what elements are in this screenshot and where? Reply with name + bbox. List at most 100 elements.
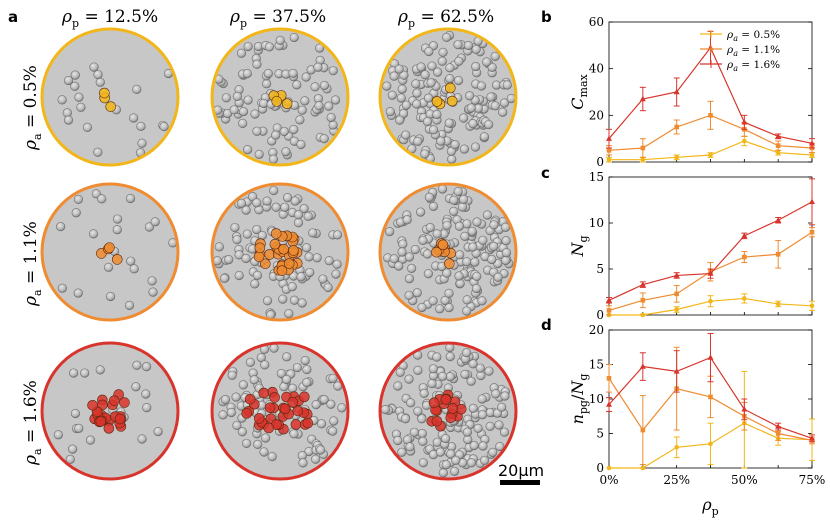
- passive-cell: [63, 75, 74, 86]
- passive-cell: [150, 217, 160, 227]
- legend-label: ρa = 0.5%: [726, 29, 780, 43]
- passive-cell: [328, 66, 338, 76]
- passive-cell: [85, 435, 96, 445]
- passive-cell: [479, 132, 490, 142]
- passive-cell: [324, 101, 334, 111]
- passive-cell: [498, 107, 508, 117]
- passive-cell: [484, 366, 494, 376]
- data-point: [674, 307, 679, 312]
- y-tick-label: 15: [589, 170, 604, 184]
- active-cell: [99, 87, 110, 99]
- active-cell: [95, 416, 107, 427]
- passive-cell: [459, 194, 469, 204]
- data-point: [673, 368, 680, 374]
- passive-cell: [467, 226, 477, 236]
- passive-cell: [413, 406, 423, 416]
- passive-cell: [385, 107, 395, 117]
- passive-cell: [332, 230, 343, 240]
- series-3: [606, 178, 815, 304]
- passive-cell: [56, 222, 66, 232]
- passive-cell: [395, 115, 405, 125]
- data-point: [775, 133, 782, 139]
- passive-cell: [382, 81, 392, 91]
- passive-cell: [147, 276, 157, 286]
- data-point: [640, 297, 646, 303]
- passive-cell: [328, 373, 338, 383]
- passive-cell: [501, 248, 512, 258]
- passive-cell: [479, 455, 490, 466]
- passive-cell: [227, 370, 237, 380]
- passive-cell: [300, 96, 310, 106]
- passive-cell: [432, 437, 442, 447]
- panel-d-letter: d: [541, 316, 552, 334]
- micrograph-r3-c1: [40, 341, 180, 481]
- passive-cell: [218, 410, 228, 420]
- passive-cell: [445, 73, 455, 84]
- passive-cell: [232, 235, 242, 245]
- passive-cell: [326, 399, 336, 409]
- passive-cell: [489, 241, 499, 251]
- passive-cell: [260, 360, 270, 370]
- y-tick-label: 10: [589, 392, 604, 406]
- data-point: [674, 155, 679, 160]
- passive-cell: [271, 202, 281, 212]
- cell-field: [382, 30, 516, 164]
- active-cell: [444, 258, 455, 269]
- passive-cell: [70, 70, 80, 80]
- data-point: [809, 229, 815, 235]
- data-point: [639, 363, 646, 369]
- micrograph-rim: [378, 182, 518, 322]
- passive-cell: [489, 220, 499, 230]
- passive-cell: [132, 360, 142, 370]
- micrograph-r1-c2: [210, 27, 350, 167]
- passive-cell: [468, 119, 478, 129]
- y-tick-label: 0: [596, 308, 604, 322]
- passive-cell: [385, 226, 395, 237]
- data-point: [640, 465, 646, 471]
- micrograph-grid: [40, 27, 518, 481]
- passive-cell: [287, 282, 297, 292]
- passive-cell: [438, 468, 448, 478]
- column-header-3: ρp = 62.5%: [397, 7, 494, 30]
- passive-cell: [440, 433, 451, 444]
- micrograph-rim: [378, 341, 518, 481]
- passive-cell: [401, 130, 411, 140]
- passive-cell: [499, 427, 510, 437]
- x-tick-label: 25%: [663, 473, 690, 487]
- passive-cell: [220, 394, 231, 405]
- passive-cell: [449, 206, 459, 216]
- passive-cell: [402, 215, 412, 225]
- passive-cell: [254, 149, 264, 159]
- series-2: [606, 100, 815, 158]
- passive-cell: [141, 362, 152, 372]
- passive-cell: [297, 298, 307, 308]
- passive-cell: [442, 32, 452, 42]
- passive-cell: [495, 441, 505, 452]
- data-point: [640, 145, 646, 151]
- data-point: [673, 88, 680, 95]
- passive-cell: [453, 186, 463, 197]
- passive-cell: [387, 90, 397, 100]
- passive-cell: [289, 295, 300, 305]
- micrograph-r3-c2: [210, 341, 350, 481]
- passive-cell: [490, 51, 500, 61]
- passive-cell: [484, 119, 494, 130]
- passive-cell: [478, 441, 488, 451]
- passive-cell: [289, 124, 299, 135]
- data-point: [775, 217, 782, 223]
- passive-cell: [73, 194, 84, 204]
- cell-field: [383, 184, 514, 316]
- data-point: [640, 427, 646, 433]
- passive-cell: [280, 202, 290, 212]
- data-point: [606, 376, 612, 381]
- passive-cell: [389, 254, 399, 264]
- active-cell: [288, 245, 299, 256]
- row-header-1: ρa = 0.5%: [21, 65, 44, 151]
- passive-cell: [445, 372, 455, 382]
- passive-cell: [288, 383, 298, 393]
- active-cell: [241, 408, 253, 419]
- passive-cell: [289, 429, 299, 439]
- passive-cell: [435, 304, 445, 314]
- passive-cell: [269, 343, 279, 353]
- passive-cell: [295, 115, 305, 125]
